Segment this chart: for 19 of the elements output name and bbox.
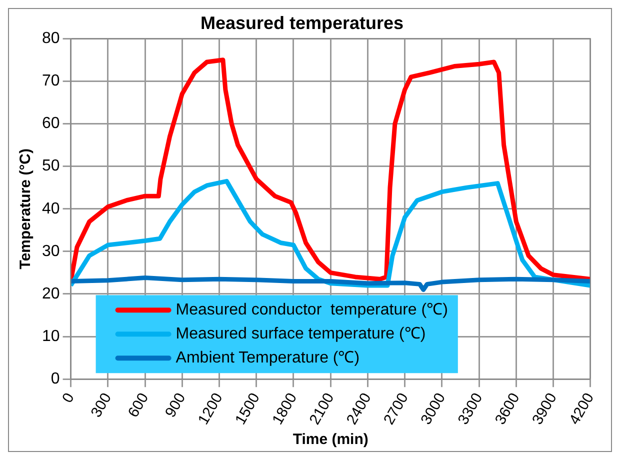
y-tick-label: 20 [42, 285, 60, 302]
x-axis-title: Time (min) [292, 431, 368, 448]
x-tick-label: 300 [88, 390, 115, 420]
y-tick-label: 10 [42, 328, 60, 345]
x-tick-label: 900 [162, 390, 190, 420]
x-tick-label: 600 [124, 390, 152, 420]
chart-title: Measured temperatures [200, 12, 404, 33]
y-tick-label: 60 [42, 115, 60, 132]
legend-label: Measured conductor temperature (℃) [176, 302, 448, 319]
legend-label: Ambient Temperature (℃) [176, 350, 360, 367]
legend-label: Measured surface temperature (℃) [176, 326, 426, 343]
y-tick-label: 30 [42, 242, 60, 260]
y-axis-title: Temperature (°C) [17, 148, 34, 270]
y-tick-label: 50 [42, 158, 60, 175]
y-tick-label: 80 [42, 30, 60, 48]
x-tick-label: 0 [58, 390, 78, 406]
y-tick-label: 70 [42, 72, 60, 90]
y-tick-label: 0 [50, 370, 60, 388]
y-tick-label: 40 [42, 200, 60, 218]
